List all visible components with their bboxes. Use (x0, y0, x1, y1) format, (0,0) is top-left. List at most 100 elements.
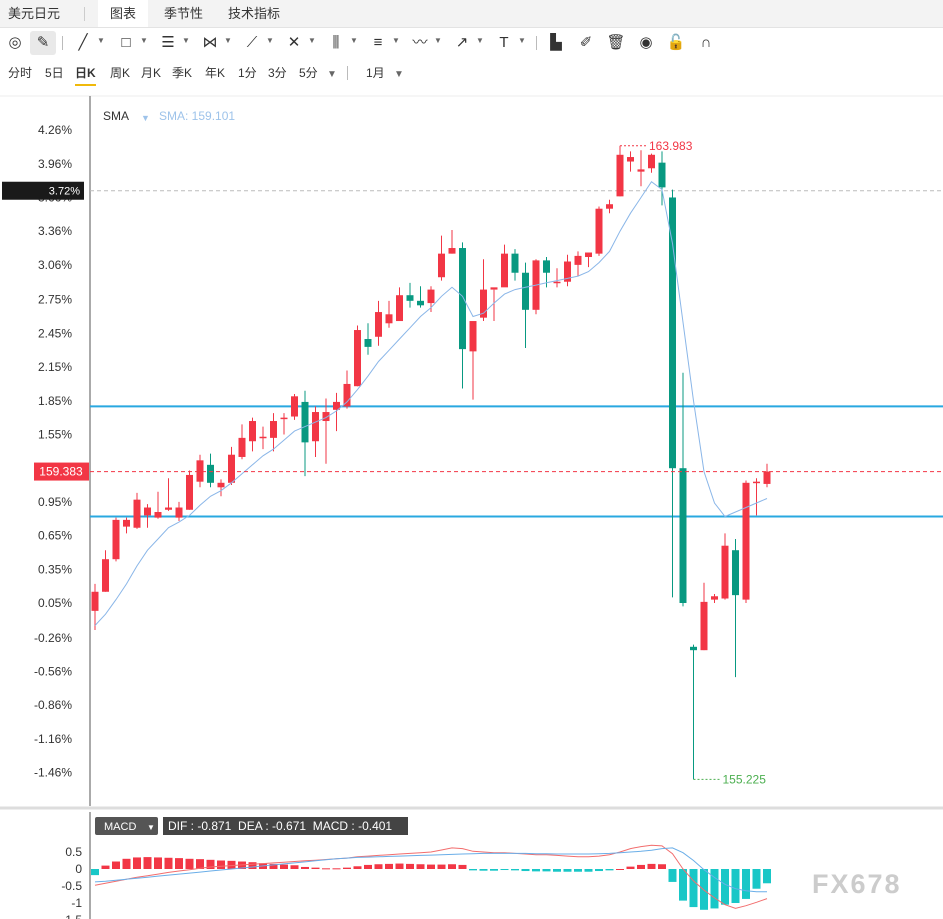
period-5[interactable]: 季K (172, 66, 193, 80)
candle-body (196, 460, 204, 482)
chevron-down-icon[interactable]: ▼ (518, 36, 526, 45)
candle-body (385, 314, 393, 324)
macd-tick-label: -1 (71, 896, 82, 910)
chevron-down-icon[interactable]: ▼ (476, 36, 484, 45)
candle-body (406, 295, 414, 301)
y-tick-label: 2.75% (38, 293, 72, 307)
pattern-icon[interactable]: ⋈ (202, 34, 218, 51)
fib-icon[interactable]: ⫼ (332, 34, 340, 51)
gann-icon[interactable]: ≡ (373, 34, 383, 51)
candle-body (648, 154, 655, 169)
high-label: 163.983 (649, 139, 693, 153)
cross-lines-icon[interactable]: ✕ (287, 34, 301, 51)
text-tool-icon[interactable]: T (499, 34, 509, 51)
candle-body (438, 253, 445, 278)
tab-divider (84, 7, 85, 21)
interval-select[interactable]: 1月 (366, 66, 385, 80)
candle-body (522, 272, 529, 310)
macd-bar (511, 869, 519, 871)
period-0[interactable]: 分时 (8, 66, 33, 80)
arrow-icon[interactable]: ↗ (455, 34, 469, 51)
period-2[interactable]: 日K (75, 60, 96, 86)
period-more-chevron-icon[interactable]: ▼ (327, 69, 337, 80)
y-tick-label: 3.36% (38, 224, 72, 238)
eye-icon[interactable]: ◉ (639, 34, 653, 51)
period-6[interactable]: 年K (205, 66, 226, 80)
parallel-lines-icon[interactable]: ☰ (161, 34, 175, 51)
tab-chart[interactable]: 图表 (98, 0, 149, 27)
y-tick-label: 3.96% (38, 157, 72, 171)
period-4[interactable]: 月K (141, 66, 162, 80)
macd-bar (752, 869, 761, 889)
candle-body (690, 646, 697, 651)
chevron-down-icon[interactable]: ▼ (182, 36, 190, 45)
brush-icon[interactable]: 〰 (412, 34, 428, 51)
candle-body (585, 252, 592, 258)
macd-bar (217, 860, 225, 869)
dif-line (94, 844, 768, 909)
chevron-down-icon[interactable]: ▼ (350, 36, 358, 45)
candle-body (144, 507, 151, 516)
chevron-down-icon[interactable]: ▼ (140, 36, 148, 45)
candle-body (322, 412, 330, 422)
magnet-circle-icon[interactable]: ◎ (8, 34, 22, 51)
candle-body (721, 545, 729, 599)
trend-line-icon[interactable]: ╱ (78, 34, 88, 51)
candle-body (217, 482, 225, 488)
y-tick-label: -1.16% (34, 732, 72, 746)
watermark: FX678 (812, 869, 902, 899)
candle-body (343, 383, 351, 407)
candle-body (711, 596, 718, 600)
chevron-down-icon[interactable]: ▼ (97, 36, 105, 45)
candle-body (228, 454, 235, 483)
macd-bar (647, 863, 656, 869)
period-9[interactable]: 5分 (299, 66, 318, 80)
chevron-down-icon[interactable]: ▼ (308, 36, 316, 45)
y-tick-label: 1.85% (38, 394, 72, 408)
macd-bar (248, 862, 257, 869)
macd-bar (301, 866, 309, 869)
tab-seasonal[interactable]: 季节性 (164, 6, 204, 21)
period-1[interactable]: 5日 (45, 66, 64, 80)
candle-body (364, 339, 372, 347)
chevron-down-icon[interactable]: ▼ (224, 36, 232, 45)
rectangle-icon[interactable]: □ (121, 34, 131, 51)
macd-bar (532, 869, 540, 872)
chevron-down-icon[interactable]: ▼ (434, 36, 442, 45)
y-tick-label: 0.65% (38, 529, 72, 543)
measure-icon[interactable]: ▙ (550, 34, 562, 51)
macd-bar (742, 869, 750, 899)
macd-values-box (163, 817, 408, 835)
period-3[interactable]: 周K (110, 66, 131, 80)
symbol-tab[interactable]: 美元日元 (8, 6, 61, 21)
macd-bar (374, 864, 383, 869)
chevron-down-icon[interactable]: ▼ (392, 36, 400, 45)
period-7[interactable]: 1分 (238, 66, 257, 80)
macd-bar (584, 869, 593, 872)
period-8[interactable]: 3分 (268, 66, 287, 80)
pencil-icon[interactable]: ✎ (30, 31, 56, 55)
candle-body (154, 512, 162, 518)
interval-chevron-icon[interactable]: ▼ (394, 69, 404, 80)
macd-bar (112, 861, 120, 869)
edit-icon[interactable]: ✐ (579, 34, 593, 51)
macd-bar (542, 869, 551, 872)
current-price-label: 159.383 (39, 465, 83, 479)
path-icon[interactable]: ⟋ (246, 34, 258, 51)
y-tick-label: 0.95% (38, 495, 72, 509)
y-tick-label: -0.26% (34, 631, 72, 645)
candle-body (459, 248, 466, 350)
macd-bar (595, 869, 603, 872)
y-tick-label: -1.46% (34, 766, 72, 780)
candle-body (595, 208, 603, 254)
trash-icon[interactable]: 🗑 (606, 34, 626, 51)
macd-bar (479, 869, 488, 871)
tab-indicators[interactable]: 技术指标 (228, 6, 281, 21)
magnet-icon[interactable]: ∩ (700, 34, 712, 51)
chevron-down-icon[interactable]: ▼ (266, 36, 274, 45)
toolbar-divider (62, 36, 63, 50)
lock-icon[interactable]: 🔓 (666, 34, 686, 51)
y-tick-label: 1.55% (38, 428, 72, 442)
candle-body (564, 261, 571, 282)
